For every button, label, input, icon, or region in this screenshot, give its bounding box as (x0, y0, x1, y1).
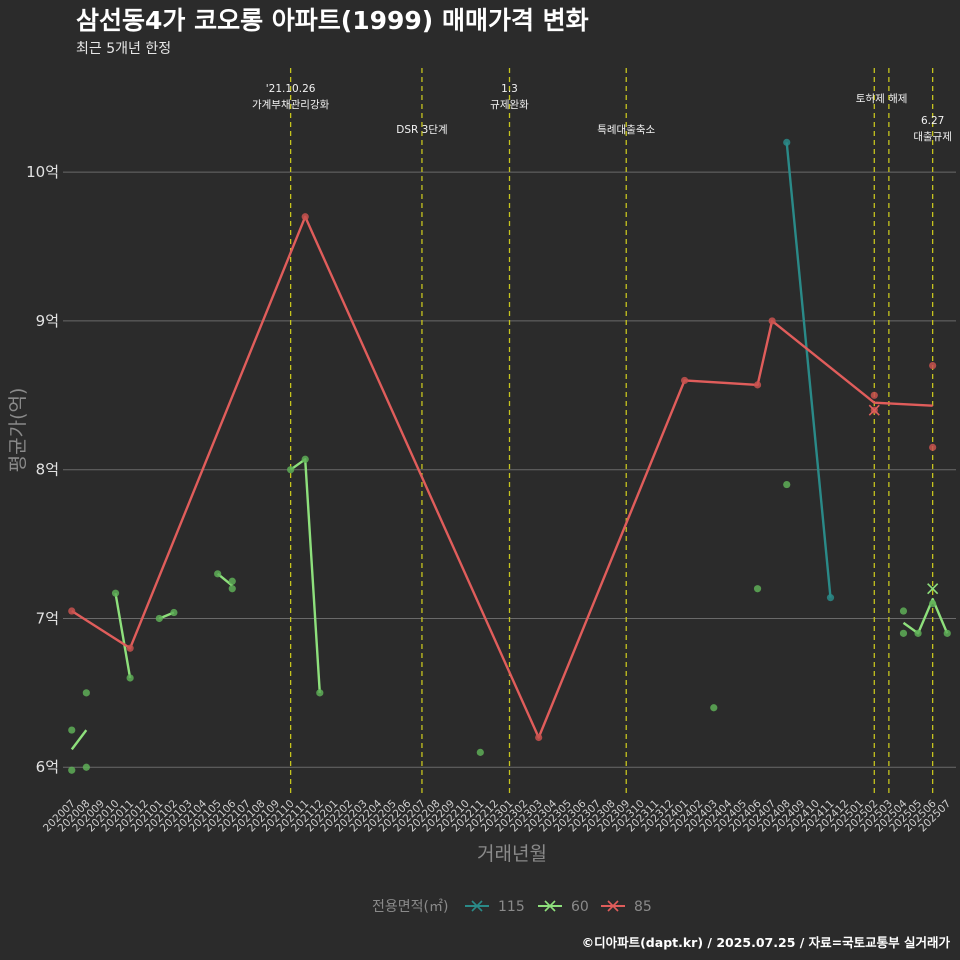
y-gridlines (63, 171, 956, 768)
y-tick-label: 10억 (26, 163, 59, 181)
event-label: 토허제 해제 (856, 92, 908, 105)
event-label: 1.3 (501, 83, 518, 95)
series-85-point (768, 317, 776, 325)
series-85-point (301, 213, 309, 221)
series-60-point (476, 748, 484, 756)
legend-swatch-cross (471, 900, 483, 912)
chart-subtitle: 최근 5개년 한정 (76, 41, 171, 57)
series-60-point (228, 577, 236, 585)
y-axis-title: 평균가(억) (7, 388, 29, 473)
legend-label: 115 (498, 899, 525, 915)
series-60-line (70, 729, 88, 751)
legend-label: 85 (634, 899, 652, 915)
series-85-point (929, 443, 937, 451)
series-60-point (111, 589, 120, 597)
series-60-point (82, 763, 90, 771)
series-60-line (902, 597, 949, 635)
legend-title: 전용면적(㎡) (372, 899, 448, 915)
series-115-point (783, 138, 791, 146)
series-115-line (785, 142, 832, 598)
legend-label: 60 (571, 899, 589, 915)
series-85-point (929, 361, 937, 370)
series-85-line (71, 215, 933, 739)
series-85-point (535, 733, 543, 742)
legend-swatch-cross (607, 900, 619, 912)
series-85-point (870, 391, 878, 399)
series-85-point (680, 376, 689, 385)
series-60-point (710, 704, 718, 712)
legend-swatch-cross (544, 900, 556, 912)
event-label: DSR 3단계 (396, 124, 447, 136)
series-60-cross-marker (927, 583, 939, 595)
series-85-point (126, 644, 134, 652)
series-60-point (316, 689, 324, 697)
series-60-point (170, 608, 178, 617)
series-85-cross-marker (868, 404, 880, 416)
series-60-line (114, 592, 132, 679)
event-label: 6.27 (921, 115, 944, 127)
series-60-point (287, 466, 295, 474)
series-85-point (68, 607, 76, 615)
series-60-point (914, 629, 922, 637)
event-label: '21.10.26 (266, 83, 316, 95)
data-series (68, 138, 951, 774)
source-caption: ©디아파트(dapt.kr) / 2025.07.25 / 자료=국토교통부 실… (582, 935, 951, 950)
series-60-point (126, 674, 134, 682)
series-60-point (82, 689, 90, 697)
series-60-point (68, 766, 76, 774)
y-tick-label: 6억 (36, 758, 59, 776)
series-60-point (301, 455, 309, 463)
legend: 전용면적(㎡) 115 60 85 (372, 899, 652, 915)
series-60-point (68, 726, 76, 734)
chart-title: 삼선동4가 코오롱 아파트(1999) 매매가격 변화 (76, 6, 589, 35)
series-60-point (214, 570, 222, 578)
event-label: 대출규제 (913, 131, 952, 143)
event-label: 규제완화 (490, 98, 529, 111)
series-60-point (899, 607, 908, 615)
series-60-line (289, 458, 321, 693)
series-60-point (753, 585, 762, 593)
y-axis-ticks: 6억 7억 8억 9억 10억 (26, 163, 59, 776)
series-60-point (899, 629, 908, 637)
series-60-point (155, 614, 163, 623)
x-axis-title: 거래년월 (477, 843, 547, 865)
event-label: 가계부채관리강화 (252, 99, 330, 111)
series-60-point (943, 629, 951, 637)
series-60-point (929, 599, 937, 608)
x-axis-ticks: 2020072020082020092020102020112020122021… (41, 797, 953, 834)
event-label: 특례대출축소 (597, 124, 655, 136)
y-tick-label: 7억 (36, 609, 59, 627)
series-85-point (753, 381, 762, 389)
series-115-point (826, 594, 835, 602)
y-tick-label: 9억 (36, 312, 59, 330)
series-60-point (228, 585, 236, 593)
series-60-point (783, 480, 791, 489)
y-tick-label: 8억 (36, 461, 59, 479)
